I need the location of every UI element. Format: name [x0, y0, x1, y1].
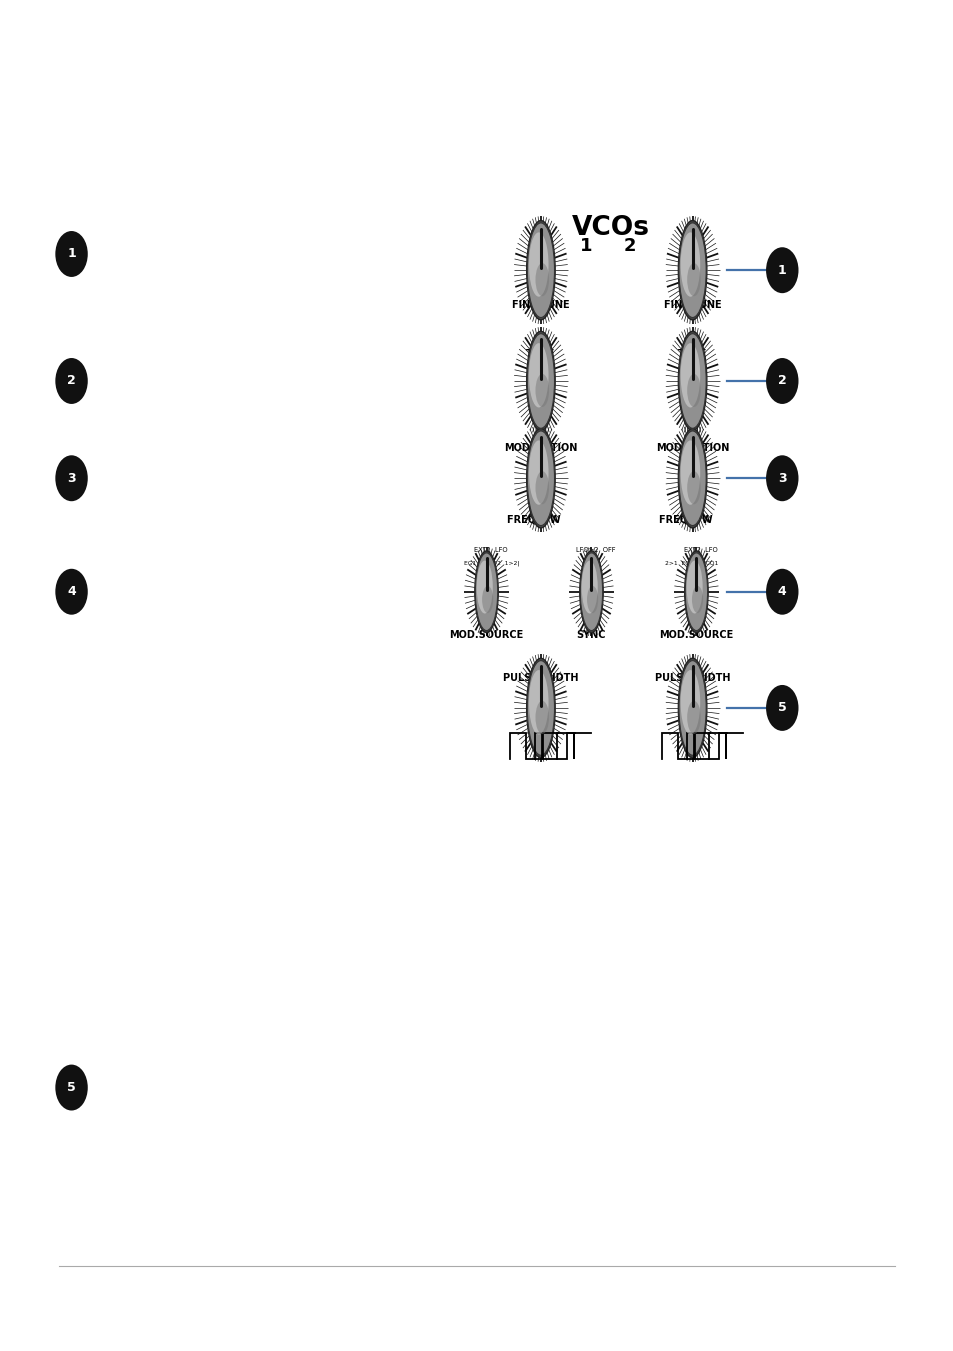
Ellipse shape	[535, 263, 549, 296]
Text: 1: 1	[67, 247, 76, 261]
Text: LFO>2  OFF: LFO>2 OFF	[576, 547, 616, 553]
Ellipse shape	[679, 440, 700, 505]
Ellipse shape	[684, 553, 707, 631]
Circle shape	[765, 455, 798, 501]
Ellipse shape	[679, 334, 705, 428]
Circle shape	[55, 455, 88, 501]
Ellipse shape	[527, 431, 554, 526]
Circle shape	[765, 685, 798, 731]
Ellipse shape	[535, 471, 549, 504]
Circle shape	[55, 358, 88, 404]
Text: TUNE: TUNE	[526, 349, 555, 358]
Text: FINE TUNE: FINE TUNE	[512, 300, 569, 309]
Text: 2>1  EG2  | VCO1: 2>1 EG2 | VCO1	[664, 561, 718, 566]
Ellipse shape	[679, 431, 705, 526]
Text: 2: 2	[622, 236, 636, 255]
Ellipse shape	[481, 586, 493, 613]
Circle shape	[55, 1065, 88, 1111]
Text: VCOs: VCOs	[571, 215, 649, 242]
Ellipse shape	[526, 220, 555, 320]
Ellipse shape	[528, 440, 548, 505]
Circle shape	[55, 231, 88, 277]
Ellipse shape	[679, 661, 705, 755]
Text: TUNE: TUNE	[678, 349, 706, 358]
Ellipse shape	[579, 551, 602, 632]
Text: FINE TUNE: FINE TUNE	[663, 300, 720, 309]
Ellipse shape	[475, 553, 497, 631]
Text: FREQ  PW: FREQ PW	[659, 515, 712, 524]
Ellipse shape	[679, 343, 700, 408]
Ellipse shape	[527, 661, 554, 755]
Text: 1: 1	[578, 236, 592, 255]
Text: 1: 1	[777, 263, 786, 277]
Text: 5: 5	[67, 1081, 76, 1094]
Ellipse shape	[691, 586, 702, 613]
Ellipse shape	[527, 334, 554, 428]
Ellipse shape	[679, 223, 705, 317]
Ellipse shape	[686, 471, 700, 504]
Ellipse shape	[476, 561, 493, 613]
Text: MOD.SOURCE: MOD.SOURCE	[659, 630, 733, 639]
Ellipse shape	[579, 553, 602, 631]
Ellipse shape	[528, 232, 548, 297]
Ellipse shape	[526, 428, 555, 528]
Text: SYNC: SYNC	[577, 630, 605, 639]
Text: MOD.SOURCE: MOD.SOURCE	[449, 630, 523, 639]
Ellipse shape	[535, 701, 549, 734]
Text: PULSE WIDTH: PULSE WIDTH	[654, 673, 730, 682]
Ellipse shape	[678, 658, 706, 758]
Ellipse shape	[527, 223, 554, 317]
Ellipse shape	[528, 670, 548, 735]
Circle shape	[765, 569, 798, 615]
Text: MODULATION: MODULATION	[656, 443, 728, 453]
Text: MODULATION: MODULATION	[504, 443, 577, 453]
Text: 5: 5	[777, 701, 786, 715]
Ellipse shape	[526, 331, 555, 431]
Ellipse shape	[678, 428, 706, 528]
Ellipse shape	[535, 374, 549, 407]
Ellipse shape	[586, 586, 598, 613]
Text: 3: 3	[777, 471, 786, 485]
Ellipse shape	[581, 561, 598, 613]
Ellipse shape	[679, 232, 700, 297]
Text: EXT1  LFO: EXT1 LFO	[474, 547, 508, 553]
Ellipse shape	[684, 551, 707, 632]
Ellipse shape	[526, 658, 555, 758]
Text: FREQ  PW: FREQ PW	[507, 515, 560, 524]
Ellipse shape	[686, 374, 700, 407]
Circle shape	[765, 247, 798, 293]
Ellipse shape	[678, 331, 706, 431]
Ellipse shape	[686, 561, 702, 613]
Text: 3: 3	[67, 471, 76, 485]
Ellipse shape	[678, 220, 706, 320]
Ellipse shape	[475, 551, 497, 632]
Ellipse shape	[686, 263, 700, 296]
Ellipse shape	[528, 343, 548, 408]
Circle shape	[55, 569, 88, 615]
Text: 4: 4	[67, 585, 76, 598]
Circle shape	[765, 358, 798, 404]
Text: EG1  | VCO2  1>2|: EG1 | VCO2 1>2|	[463, 561, 518, 566]
Ellipse shape	[679, 670, 700, 735]
Ellipse shape	[686, 701, 700, 734]
Text: 4: 4	[777, 585, 786, 598]
Text: 2: 2	[67, 374, 76, 388]
Text: 2: 2	[777, 374, 786, 388]
Text: PULSE WIDTH: PULSE WIDTH	[502, 673, 578, 682]
Text: EXT2  LFO: EXT2 LFO	[683, 547, 718, 553]
